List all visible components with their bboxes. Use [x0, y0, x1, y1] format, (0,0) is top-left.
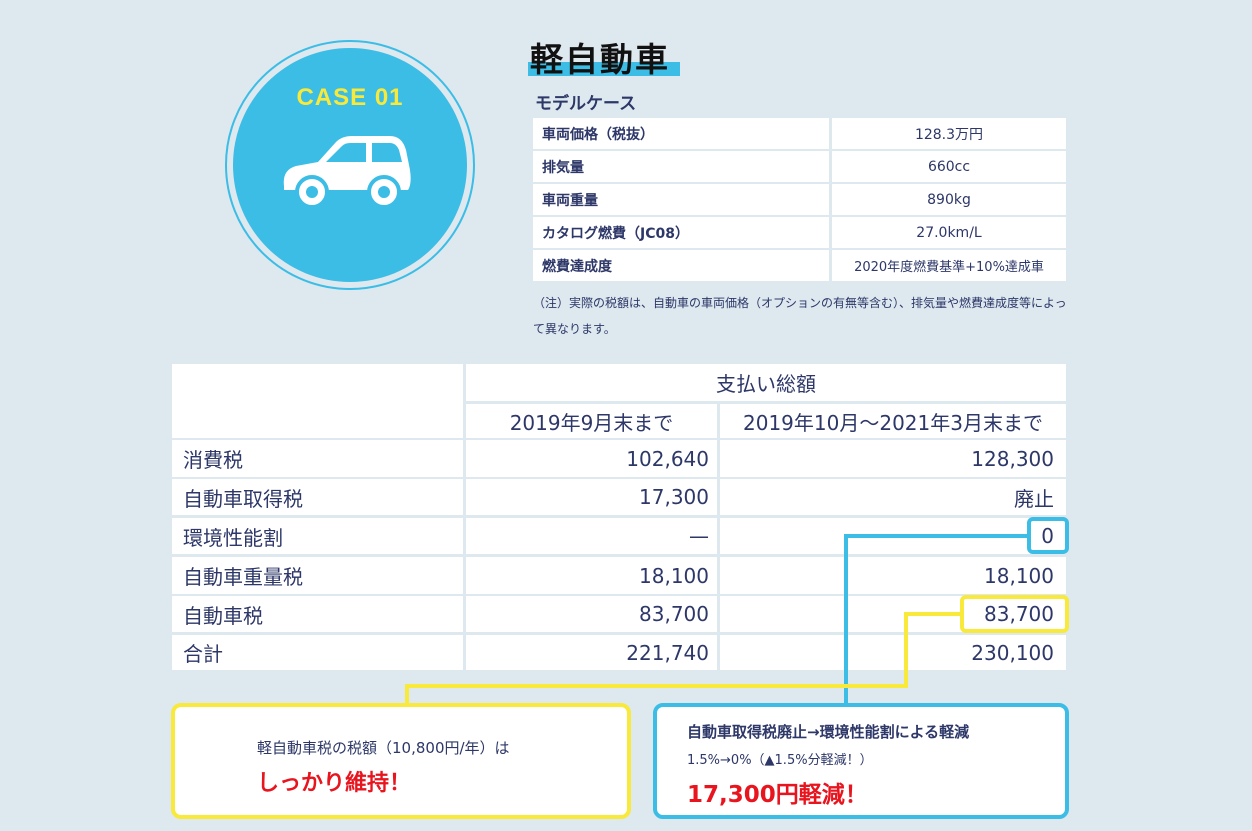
badge-ring [225, 40, 475, 290]
value-before: 83,700 [466, 596, 717, 632]
callout-title: 自動車取得税廃止→環境性能割による軽減 [687, 723, 970, 741]
value-after: 230,100 [720, 635, 1066, 670]
value-before: 17,300 [466, 479, 717, 515]
spec-label: 車両重量 [533, 184, 829, 215]
spec-value: 890kg [832, 184, 1066, 215]
blue-callout: 自動車取得税廃止→環境性能割による軽減 1.5%→0%（▲1.5%分軽減！） 1… [653, 703, 1069, 819]
spec-value: 2020年度燃費基準+10%達成車 [832, 250, 1066, 281]
case-label: CASE 01 [296, 84, 404, 111]
spec-label: カタログ燃費（JC08） [533, 217, 829, 248]
spec-label: 排気量 [533, 151, 829, 182]
spec-row: 車両価格（税抜） 128.3万円 [533, 118, 1066, 149]
model-case-heading: モデルケース [535, 94, 637, 114]
highlight-car-tax [960, 595, 1069, 633]
note-text: （注）実際の税額は、自動車の車両価格（オプションの有無等含む）、排気量や燃費達成… [533, 296, 1067, 336]
car-icon [283, 136, 411, 209]
title-underline [528, 62, 680, 76]
spec-row: 車両重量 890kg [533, 184, 1066, 215]
spec-value: 27.0km/L [832, 217, 1066, 248]
spec-row: 排気量 660cc [533, 151, 1066, 182]
column-header: 2019年9月末まで [466, 404, 717, 438]
table-corner [172, 364, 463, 438]
row-label: 自動車税 [172, 596, 463, 632]
value-before: 221,740 [466, 635, 717, 670]
callout-text: 軽自動車税の税額（10,800円/年）は [257, 739, 510, 757]
value-before: 18,100 [466, 557, 717, 594]
row-label: 自動車重量税 [172, 557, 463, 594]
value-after: 128,300 [720, 440, 1066, 477]
value-before: 102,640 [466, 440, 717, 477]
column-header: 2019年10月〜2021年3月末まで [720, 404, 1066, 438]
spec-label: 燃費達成度 [533, 250, 829, 281]
highlight-zero [1027, 517, 1069, 554]
blue-connector [844, 534, 1027, 705]
row-label: 自動車取得税 [172, 479, 463, 515]
callout-emphasis: 17,300円軽減！ [687, 782, 868, 808]
spec-value: 660cc [832, 151, 1066, 182]
yellow-callout: 軽自動車税の税額（10,800円/年）は しっかり維持！ [171, 703, 631, 819]
value-before: — [466, 518, 717, 554]
spec-row: 燃費達成度 2020年度燃費基準+10%達成車 [533, 250, 1066, 281]
row-label: 合計 [172, 635, 463, 670]
spec-value: 128.3万円 [832, 118, 1066, 149]
value-after: 18,100 [720, 557, 1066, 594]
yellow-connector [405, 612, 960, 705]
group-header: 支払い総額 [466, 364, 1066, 401]
spec-row: カタログ燃費（JC08） 27.0km/L [533, 217, 1066, 248]
callout-detail: 1.5%→0%（▲1.5%分軽減！） [687, 753, 873, 768]
row-label: 消費税 [172, 440, 463, 477]
value-after: 廃止 [720, 479, 1066, 515]
row-label: 環境性能割 [172, 518, 463, 554]
callout-emphasis: しっかり維持！ [257, 771, 412, 796]
page-title: 軽自動車 [530, 40, 670, 79]
value-after: 83,700 [720, 596, 1066, 632]
spec-label: 車両価格（税抜） [533, 118, 829, 149]
